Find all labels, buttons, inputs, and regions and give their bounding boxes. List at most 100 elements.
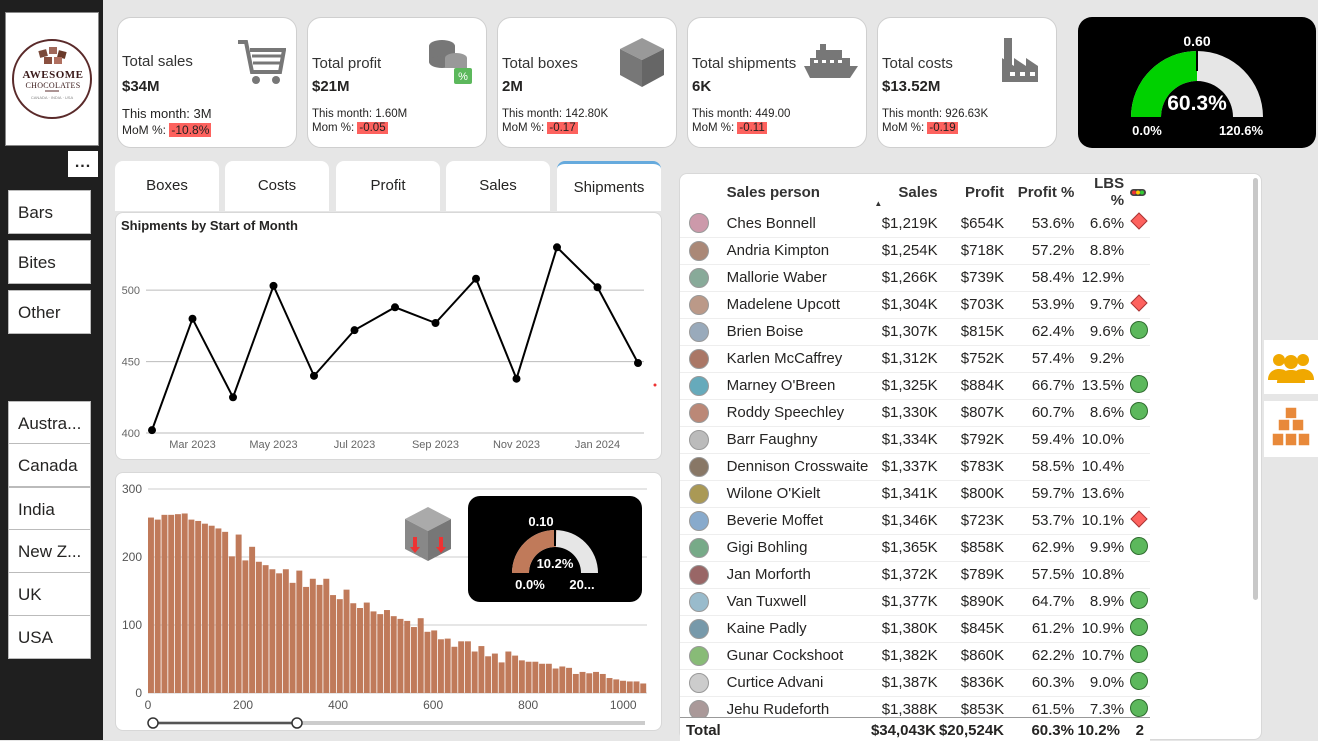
slicer-country-australia[interactable]: Austra... <box>8 401 91 445</box>
histogram-bar[interactable] <box>377 614 384 693</box>
data-point[interactable] <box>188 314 197 323</box>
histogram-bar[interactable] <box>303 586 310 693</box>
data-point[interactable] <box>391 303 399 312</box>
data-point[interactable] <box>512 374 521 383</box>
histogram-bar[interactable] <box>316 584 323 693</box>
col-header-sales-person[interactable]: Sales person <box>726 183 820 201</box>
table-row[interactable]: Jan Morforth $1,372K $789K 57.5% 10.8% <box>680 561 1150 589</box>
slicer-product-bars[interactable]: Bars <box>8 190 91 234</box>
histogram-bar[interactable] <box>228 556 235 693</box>
histogram-bar[interactable] <box>532 661 539 693</box>
histogram-bar[interactable] <box>559 666 566 693</box>
histogram-bar[interactable] <box>599 673 606 693</box>
col-header-sales[interactable]: Sales ▲ <box>872 174 941 210</box>
histogram-bar[interactable] <box>512 655 519 693</box>
slicer-country-canada[interactable]: Canada <box>8 443 91 487</box>
histogram-bar[interactable] <box>148 517 154 693</box>
histogram-bar[interactable] <box>566 667 573 693</box>
slicer-country-usa[interactable]: USA <box>8 615 91 659</box>
people-nav-button[interactable] <box>1264 340 1318 394</box>
histogram-bar[interactable] <box>363 602 370 693</box>
table-row[interactable]: Brien Boise $1,307K $815K 62.4% 9.6% <box>680 318 1150 346</box>
table-row[interactable]: Karlen McCaffrey $1,312K $752K 57.4% 9.2… <box>680 345 1150 373</box>
histogram-bar[interactable] <box>323 578 330 693</box>
histogram-bar[interactable] <box>539 663 546 693</box>
table-row[interactable]: Madelene Upcott $1,304K $703K 53.9% 9.7% <box>680 291 1150 319</box>
table-row[interactable]: Roddy Speechley $1,330K $807K 60.7% 8.6% <box>680 399 1150 427</box>
histogram-bar[interactable] <box>269 569 276 693</box>
table-row[interactable]: Beverie Moffet $1,346K $723K 53.7% 10.1% <box>680 507 1150 535</box>
histogram-bar[interactable] <box>188 519 195 693</box>
table-scrollbar[interactable] <box>1253 178 1258 600</box>
histogram-bar[interactable] <box>525 661 532 693</box>
tab-shipments[interactable]: Shipments <box>557 161 661 211</box>
histogram-bar[interactable] <box>640 683 647 693</box>
slicer-product-bites[interactable]: Bites <box>8 240 91 284</box>
histogram-bar[interactable] <box>330 595 337 693</box>
histogram-bar[interactable] <box>593 671 599 693</box>
histogram-bar[interactable] <box>397 618 404 693</box>
histogram-bar[interactable] <box>417 618 424 693</box>
histogram-bar[interactable] <box>545 663 552 693</box>
histogram-bar[interactable] <box>410 627 417 693</box>
histogram-bar[interactable] <box>505 651 512 693</box>
slicer-country-india[interactable]: India <box>8 487 91 531</box>
histogram-bar[interactable] <box>208 525 215 693</box>
histogram-bar[interactable] <box>485 656 492 693</box>
slicer-country-new-zealand[interactable]: New Z... <box>8 529 91 573</box>
data-point[interactable] <box>593 283 602 292</box>
histogram-bar[interactable] <box>336 599 343 693</box>
histogram-bar[interactable] <box>626 681 633 693</box>
table-row[interactable]: Dennison Crosswaite $1,337K $783K 58.5% … <box>680 453 1150 481</box>
histogram-bar[interactable] <box>350 603 357 693</box>
table-row[interactable]: Gigi Bohling $1,365K $858K 62.9% 9.9% <box>680 534 1150 562</box>
data-point[interactable] <box>310 371 318 380</box>
data-point[interactable] <box>553 243 561 252</box>
histogram-bar[interactable] <box>168 514 175 693</box>
range-slider-handle-max[interactable] <box>291 717 303 729</box>
tab-sales[interactable]: Sales <box>446 161 550 211</box>
histogram-bar[interactable] <box>154 519 161 693</box>
slicer-country-uk[interactable]: UK <box>8 572 91 616</box>
histogram-bar[interactable] <box>633 681 640 693</box>
histogram-bar[interactable] <box>613 679 620 693</box>
tab-costs[interactable]: Costs <box>225 161 329 211</box>
table-row[interactable]: Andria Kimpton $1,254K $718K 57.2% 8.8% <box>680 237 1150 265</box>
histogram-bar[interactable] <box>343 589 350 693</box>
histogram-bar[interactable] <box>215 528 222 693</box>
histogram-bar[interactable] <box>235 534 242 693</box>
col-header-lbs-pct[interactable]: LBS % <box>1094 175 1125 209</box>
histogram-bar[interactable] <box>478 646 485 693</box>
histogram-bar[interactable] <box>404 620 411 693</box>
table-row[interactable]: Mallorie Waber $1,266K $739K 58.4% 12.9% <box>680 264 1150 292</box>
table-row[interactable]: Marney O'Breen $1,325K $884K 66.7% 13.5% <box>680 372 1150 400</box>
table-row[interactable]: Gunar Cockshoot $1,382K $860K 62.2% 10.7… <box>680 642 1150 670</box>
histogram-bar[interactable] <box>242 560 249 693</box>
histogram-bar[interactable] <box>390 616 397 693</box>
data-point[interactable] <box>350 326 359 335</box>
histogram-bar[interactable] <box>431 630 438 693</box>
table-row[interactable]: Kaine Padly $1,380K $845K 61.2% 10.9% <box>680 615 1150 643</box>
data-point[interactable] <box>269 281 278 290</box>
histogram-bar[interactable] <box>384 610 390 693</box>
boxes-nav-button[interactable] <box>1264 401 1318 457</box>
histogram-bar[interactable] <box>451 646 458 693</box>
slicer-product-other[interactable]: Other <box>8 290 91 334</box>
histogram-bar[interactable] <box>491 653 498 693</box>
tab-boxes[interactable]: Boxes <box>115 161 219 211</box>
histogram-bar[interactable] <box>222 531 229 693</box>
histogram-bar[interactable] <box>262 565 269 693</box>
table-row[interactable]: Van Tuxwell $1,377K $890K 64.7% 8.9% <box>680 588 1150 616</box>
histogram-bar[interactable] <box>249 546 256 693</box>
histogram-bar[interactable] <box>181 513 188 693</box>
histogram-bar[interactable] <box>289 582 296 693</box>
data-point[interactable] <box>148 426 156 435</box>
histogram-bar[interactable] <box>606 678 613 693</box>
more-options-button[interactable]: ... <box>68 151 98 177</box>
histogram-bar[interactable] <box>370 611 377 693</box>
histogram-bar[interactable] <box>518 660 525 693</box>
histogram-bar[interactable] <box>276 573 283 693</box>
data-point[interactable] <box>472 274 480 283</box>
histogram-bar[interactable] <box>437 639 444 693</box>
data-point[interactable] <box>229 393 237 402</box>
